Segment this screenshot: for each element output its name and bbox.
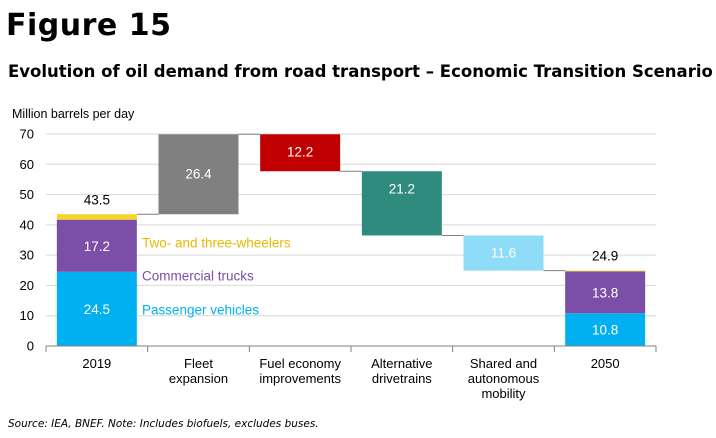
series-label: Commercial trucks [142,269,254,284]
y-tick-label: 70 [20,127,34,142]
total-label: 24.9 [592,249,618,264]
series-label: Passenger vehicles [142,303,259,318]
chart-title: Evolution of oil demand from road transp… [8,62,713,81]
data-label: 26.4 [185,166,212,181]
bar-segment [565,270,646,272]
y-tick-label: 0 [27,339,34,354]
x-tick-label: 2050 [591,356,620,371]
data-label: 17.2 [84,239,110,254]
y-tick-label: 10 [20,308,34,323]
figure-label: Figure 15 [6,8,172,43]
series-label: Two- and three-wheelers [142,236,291,251]
x-tick-label: 2019 [82,356,111,371]
bars [56,134,646,346]
x-tick-label: Shared and autonomous mobility [468,356,540,401]
x-tick-labels: 2019 Fleet expansion Fuel economy improvemen… [82,356,619,401]
gridlines [46,133,656,317]
total-label: 43.5 [84,192,110,207]
x-tick-label: Fuel economy improvements [259,356,341,386]
y-tick-label: 50 [20,187,34,202]
x-axis [45,345,657,352]
bar-change [361,171,442,236]
data-label: 11.6 [491,245,516,260]
bar-change [463,235,544,271]
bar-segment [56,219,137,272]
bar-segment [565,271,646,314]
bar-change [158,134,239,215]
data-label: 24.5 [84,302,110,317]
data-labels: 24.5 17.2 43.5 10.8 13.8 24.9 26.4 12.2 21.2 11.6 [84,144,619,337]
data-label: 21.2 [389,181,415,196]
y-tick-label: 20 [20,278,34,293]
connector-lines [136,133,566,272]
y-tick-labels: 0 10 20 30 40 50 60 70 [20,127,34,354]
bar-segment [56,271,137,346]
y-axis-label: Million barrels per day [12,107,135,121]
bar-change [260,134,341,172]
bar-segment [56,214,137,220]
data-label: 10.8 [592,323,618,338]
y-tick-label: 30 [20,248,34,263]
data-label: 13.8 [592,285,618,300]
y-tick-label: 60 [20,157,34,172]
series-labels: Two- and three-wheelers Commercial trucks… [142,236,291,318]
x-tick-label: Fleet expansion [169,356,228,386]
x-tick-label: Alternative drivetrains [371,356,432,386]
data-label: 12.2 [287,144,313,159]
y-tick-label: 40 [20,217,34,232]
source-note: Source: IEA, BNEF. Note: Includes biofue… [8,418,319,430]
bar-segment [565,313,646,346]
